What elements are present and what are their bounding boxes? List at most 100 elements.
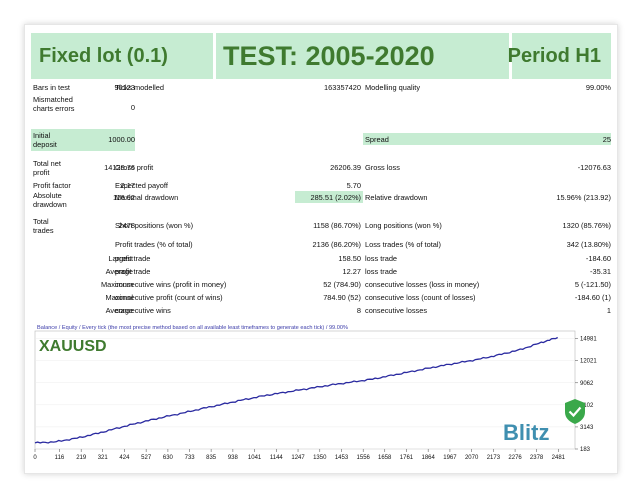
stat-label: Long positions (won %) [365,221,442,230]
x-tick-label: 1453 [335,455,349,461]
x-tick-label: 1761 [400,455,414,461]
stat-value: 1 [606,306,611,315]
stat-label: Maximum [100,280,133,289]
x-tick-label: 733 [185,455,196,461]
x-tick-label: 116 [55,455,65,461]
y-tick-label: 6102 [580,403,594,409]
deposit-highlight [31,129,135,151]
banner-divider [509,33,512,79]
stat-value: 8 [356,306,361,315]
stat-label: Total net profit [33,159,61,177]
x-tick-label: 1247 [291,455,305,461]
stat-value: 1158 (86.70%) [313,221,361,230]
stat-label: Average [105,267,133,276]
stat-label: Expected payoff [115,181,168,190]
stat-label: consecutive losses [365,306,428,315]
x-tick-label: 527 [141,455,152,461]
stat-label: Maximal [105,293,133,302]
stat-value: 2.17 [120,181,135,190]
x-tick-label: 2070 [465,455,479,461]
stat-label: Initial deposit [33,131,57,149]
stat-value: 2136 (86.20%) [312,240,361,249]
stat-label: loss trade [365,267,398,276]
stat-label: Maximal drawdown [115,193,179,202]
stat-label: profit trade [115,267,151,276]
stat-value: 0 [130,103,135,112]
balance-line [34,336,559,444]
stat-value: 26206.39 [330,163,361,172]
x-tick-label: 938 [228,455,239,461]
stat-label: Total trades [33,217,54,235]
stat-value: -35.31 [590,267,611,276]
stat-label: Short positions (won %) [115,221,194,230]
x-tick-label: 0 [33,455,37,461]
stat-label: consecutive loss (count of losses) [365,293,476,302]
stat-label: loss trade [365,254,398,263]
stat-value: 784.90 (52) [323,293,361,302]
balance-chart: Balance / Equity / Every tick (the most … [31,323,611,469]
stat-label: Gross profit [115,163,154,172]
stat-label: profit trade [115,254,151,263]
stat-label: consecutive wins (profit in money) [115,280,227,289]
stat-label: Loss trades (% of total) [365,240,441,249]
x-tick-label: 1864 [422,455,436,461]
stat-value: 285.51 (2.02%) [310,193,361,202]
banner-divider [213,33,216,79]
stat-value: 90123 [114,83,135,92]
series-group [34,336,559,444]
spread-highlight [363,133,611,145]
y-axis-ticks: 14981 12021 9062 6102 3143 183 [575,337,597,453]
stat-label: Average [105,306,133,315]
x-tick-label: 424 [119,455,130,461]
x-tick-label: 2378 [530,455,544,461]
stat-label: consecutive wins [115,306,171,315]
x-tick-label: 630 [163,455,174,461]
y-tick-label: 9062 [580,381,594,387]
blitz-watermark: Blitz [503,420,549,445]
stat-value: -12076.63 [577,163,611,172]
stat-value: 158.50 [338,254,361,263]
stat-value: -184.60 [585,254,611,263]
y-tick-label: 183 [580,447,591,453]
stat-value: 15.96% (213.92) [556,193,611,202]
stat-label: Mismatched charts errors [33,95,75,113]
x-tick-label: 2481 [552,455,566,461]
shield-check-icon [565,399,585,424]
x-tick-label: 1556 [357,455,371,461]
stat-label: Profit trades (% of total) [115,240,193,249]
stat-value: 163357420 [324,83,361,92]
stat-label: Profit factor [33,181,71,190]
stat-label: Bars in test [33,83,70,92]
balance-chart-svg: Balance / Equity / Every tick (the most … [31,323,611,469]
plot-area [34,330,576,450]
stat-value: 5.70 [346,181,361,190]
stat-value: 342 (13.80%) [566,240,611,249]
stat-label: Modelling quality [365,83,421,92]
symbol-label: XAUUSD [39,338,107,355]
stat-label: Spread [365,135,389,144]
stat-value: 14129.76 [104,163,135,172]
stat-label: Ticks modelled [115,83,165,92]
x-tick-label: 219 [76,455,87,461]
stat-label: Gross loss [365,163,400,172]
stat-value: 5 (-121.50) [574,280,611,289]
stat-value: 12.27 [342,267,362,276]
stat-label: Relative drawdown [365,193,428,202]
stat-label: consecutive losses (loss in money) [365,280,480,289]
timeframe-title: Period H1 [507,45,601,67]
stat-label: Absolute drawdown [33,191,67,209]
x-tick-label: 2276 [508,455,522,461]
stat-value: 1320 (85.76%) [562,221,611,230]
chart-header: Balance / Equity / Every tick (the most … [37,325,348,331]
stat-value: 2478 [118,221,135,230]
stat-value: -184.60 (1) [574,293,611,302]
x-axis-ticks: 0 116 219 321 424 527 630 733 835 938 1041 1144 1247… [33,449,566,461]
x-tick-label: 321 [98,455,109,461]
stat-value: 116.92 [112,193,135,202]
x-tick-label: 1041 [248,455,262,461]
stat-label: Largest [108,254,133,263]
grid [35,338,575,450]
y-tick-label: 12021 [580,359,597,365]
title-banner: Fixed lot (0.1) TEST: 2005-2020 Period H… [31,33,611,79]
lot-size-title: Fixed lot (0.1) [39,45,168,67]
